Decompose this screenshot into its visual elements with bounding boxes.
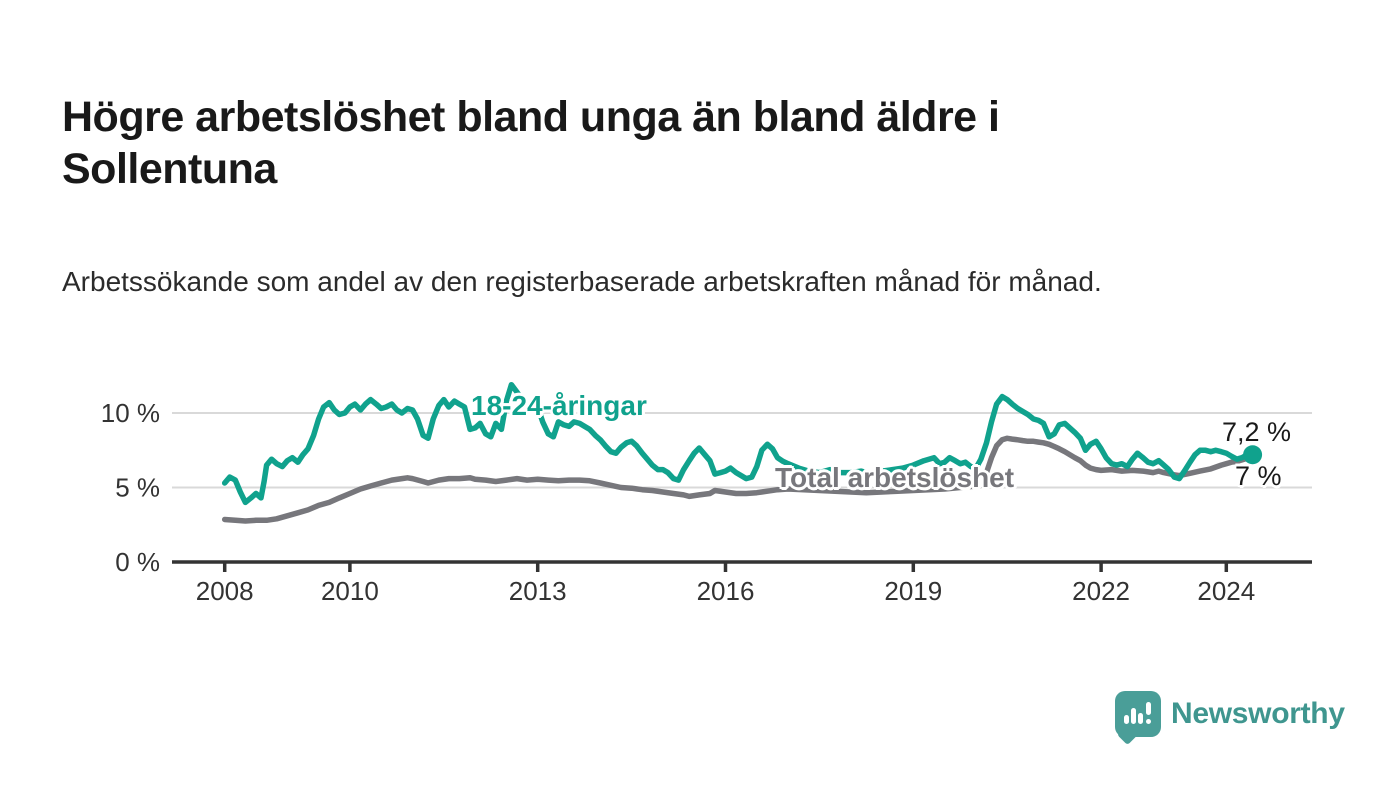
speech-bubble-bar-chart-icon (1115, 691, 1161, 737)
end-value-label-youth: 7,2 % (1222, 417, 1292, 447)
svg-text:2016: 2016 (697, 576, 755, 606)
page-title: Högre arbetslöshet bland unga än bland ä… (62, 92, 1000, 194)
svg-text:10 %: 10 % (101, 398, 160, 428)
newsworthy-logo[interactable]: Newsworthy (1115, 686, 1345, 742)
svg-text:2022: 2022 (1072, 576, 1130, 606)
svg-text:2019: 2019 (884, 576, 942, 606)
svg-text:2024: 2024 (1197, 576, 1255, 606)
series-label-total: Total arbetslöshet (775, 462, 1015, 493)
svg-text:2008: 2008 (196, 576, 254, 606)
svg-text:0 %: 0 % (115, 547, 160, 577)
newsworthy-wordmark: Newsworthy (1171, 697, 1345, 730)
svg-text:2013: 2013 (509, 576, 567, 606)
svg-text:5 %: 5 % (115, 473, 160, 503)
series-label-youth: 18-24-åringar (471, 390, 647, 421)
svg-text:2010: 2010 (321, 576, 379, 606)
line-18-24-ringar (221, 381, 1256, 506)
chart-subtitle: Arbetssökande som andel av den registerb… (62, 266, 1102, 297)
line-total-arbetsl-shet (221, 435, 1261, 524)
end-value-label-total: 7 % (1235, 461, 1282, 491)
